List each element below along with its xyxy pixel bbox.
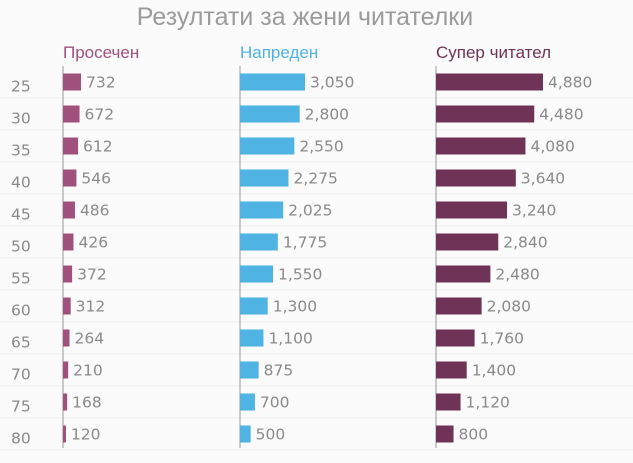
category-label: 55 <box>11 270 31 288</box>
data-label: 1,120 <box>466 394 510 412</box>
data-label: 1,760 <box>480 330 524 348</box>
bar <box>63 393 68 411</box>
data-label: 120 <box>71 426 101 444</box>
data-label: 2,800 <box>305 106 349 124</box>
category-labels: 25 30 35 40 45 50 55 60 65 70 75 80 <box>11 78 31 448</box>
series-title: Просечен <box>63 43 139 62</box>
bar <box>240 361 259 379</box>
data-label: 3,050 <box>310 74 354 92</box>
category-label: 65 <box>11 334 31 352</box>
bar <box>436 393 461 411</box>
bar <box>240 393 255 411</box>
category-label: 40 <box>11 174 31 192</box>
bar <box>436 233 499 251</box>
bar <box>63 233 74 251</box>
bar <box>240 329 264 347</box>
category-label: 70 <box>11 366 31 384</box>
data-label: 4,480 <box>539 106 583 124</box>
bar <box>240 265 274 283</box>
series-panel: Напреден 3,050 2,800 2,550 2,275 2,025 1,775 1,… <box>240 43 354 444</box>
data-label: 700 <box>260 394 290 412</box>
data-label: 2,080 <box>487 298 531 316</box>
bar <box>240 425 251 443</box>
bar <box>63 137 79 155</box>
chart-title: Резултати за жени читателки <box>137 3 473 31</box>
data-label: 2,275 <box>293 170 337 188</box>
panel-axes <box>62 66 437 448</box>
category-label: 60 <box>11 302 31 320</box>
data-label: 168 <box>72 394 102 412</box>
data-label: 4,080 <box>530 138 574 156</box>
bar <box>240 201 284 219</box>
bar <box>240 233 278 251</box>
data-label: 2,550 <box>299 138 343 156</box>
category-label: 75 <box>11 398 31 416</box>
data-label: 1,400 <box>472 362 516 380</box>
series-panel: Супер читател 4,880 4,480 4,080 3,640 3,240 2,… <box>436 43 592 444</box>
data-label: 210 <box>73 362 103 380</box>
bar <box>63 265 73 283</box>
bar <box>240 137 295 155</box>
data-label: 312 <box>76 298 106 316</box>
bar <box>436 169 516 187</box>
bar <box>436 137 526 155</box>
data-label: 546 <box>81 170 111 188</box>
data-label: 2,025 <box>288 202 332 220</box>
bar <box>63 73 81 91</box>
data-label: 264 <box>74 330 104 348</box>
category-label: 25 <box>11 78 31 96</box>
data-label: 3,240 <box>512 202 556 220</box>
bar <box>436 329 475 347</box>
panels: Просечен 732 672 612 546 486 426 372 312 264 210 16… <box>63 43 592 444</box>
data-label: 4,880 <box>548 74 592 92</box>
bar <box>63 361 69 379</box>
data-label: 486 <box>80 202 110 220</box>
bar <box>436 297 482 315</box>
category-label: 50 <box>11 238 31 256</box>
category-label: 35 <box>11 142 31 160</box>
grid-lines <box>0 97 633 451</box>
bar <box>240 105 300 123</box>
data-label: 732 <box>86 74 116 92</box>
bar <box>436 361 467 379</box>
data-label: 672 <box>85 106 115 124</box>
bar <box>63 425 66 443</box>
category-label: 45 <box>11 206 31 224</box>
data-label: 1,775 <box>283 234 327 252</box>
data-label: 875 <box>264 362 294 380</box>
bar <box>240 169 289 187</box>
data-label: 372 <box>77 266 107 284</box>
data-label: 1,300 <box>273 298 317 316</box>
bar <box>436 265 491 283</box>
data-label: 3,640 <box>521 170 565 188</box>
data-label: 800 <box>459 426 489 444</box>
series-title: Супер читател <box>436 43 551 62</box>
bar <box>436 201 508 219</box>
bar <box>240 297 268 315</box>
category-label: 30 <box>11 110 31 128</box>
series-title: Напреден <box>240 43 318 62</box>
bar <box>63 169 77 187</box>
bar <box>63 297 71 315</box>
bar <box>63 105 80 123</box>
bar <box>240 73 305 91</box>
bar <box>436 105 535 123</box>
data-label: 1,550 <box>278 266 322 284</box>
data-label: 500 <box>256 426 286 444</box>
data-label: 2,840 <box>503 234 547 252</box>
data-label: 612 <box>83 138 113 156</box>
bar <box>63 201 75 219</box>
bar <box>436 73 543 91</box>
bar <box>63 329 70 347</box>
data-label: 2,480 <box>495 266 539 284</box>
category-label: 80 <box>11 430 31 448</box>
data-label: 1,100 <box>268 330 312 348</box>
bar <box>436 425 454 443</box>
series-panel: Просечен 732 672 612 546 486 426 372 312 264 210 16… <box>63 43 139 444</box>
data-label: 426 <box>78 234 108 252</box>
